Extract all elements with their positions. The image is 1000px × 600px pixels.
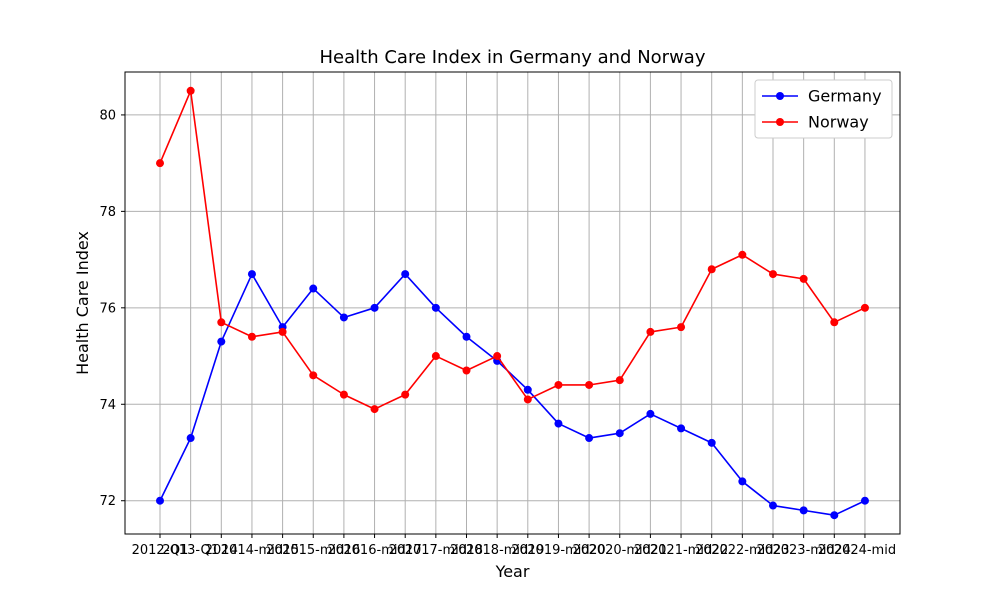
data-point-germany xyxy=(707,438,716,447)
data-point-norway xyxy=(554,380,563,389)
data-point-norway xyxy=(523,395,532,404)
data-point-norway xyxy=(370,405,379,414)
data-point-norway xyxy=(156,159,164,168)
y-tick-label: 78 xyxy=(99,205,116,220)
data-point-norway xyxy=(186,86,195,95)
data-point-norway xyxy=(830,318,839,327)
data-point-germany xyxy=(370,303,379,312)
y-tick-label: 74 xyxy=(99,398,116,413)
x-tick-label: 2015 xyxy=(266,543,299,558)
legend-marker-germany xyxy=(776,92,784,100)
data-point-norway xyxy=(738,250,747,259)
x-tick-label: 2022-mid xyxy=(711,543,773,558)
legend-marker-norway xyxy=(776,118,784,126)
data-point-norway xyxy=(677,323,686,332)
data-point-norway xyxy=(278,327,287,336)
series-line-norway xyxy=(159,90,866,410)
data-point-norway xyxy=(799,274,808,283)
x-tick-label: 2017 xyxy=(389,543,422,558)
data-point-germany xyxy=(339,313,348,322)
x-tick-label: 2018-mid xyxy=(466,543,528,558)
data-point-germany xyxy=(860,496,869,505)
data-point-germany xyxy=(401,270,410,279)
legend-items: Germany Norway xyxy=(762,87,882,132)
y-tick-label: 76 xyxy=(99,301,116,316)
x-tick-label: 2024 xyxy=(818,543,851,558)
data-point-norway xyxy=(247,332,256,341)
y-axis-ticks: 72 74 76 78 80 xyxy=(99,108,125,509)
data-point-norway xyxy=(493,352,502,361)
y-tick-label: 80 xyxy=(99,108,116,123)
data-point-norway xyxy=(431,352,440,361)
x-tick-label: 2019-mid xyxy=(527,543,589,558)
data-point-germany xyxy=(247,270,256,279)
y-tick-label: 72 xyxy=(99,494,116,509)
x-tick-label: 2017-mid xyxy=(405,543,467,558)
data-point-norway xyxy=(646,327,655,336)
data-point-norway xyxy=(769,270,777,279)
data-point-germany xyxy=(830,511,839,520)
x-tick-label: 2014 xyxy=(205,543,238,558)
data-point-germany xyxy=(799,506,808,515)
data-point-germany xyxy=(156,496,164,505)
x-tick-label: 2024-mid xyxy=(834,543,896,558)
x-tick-label: 2015-mid xyxy=(282,543,344,558)
data-point-germany xyxy=(431,303,440,312)
data-point-germany xyxy=(462,332,471,341)
data-point-germany xyxy=(677,424,686,433)
data-point-germany xyxy=(523,385,532,394)
data-point-norway xyxy=(217,318,226,327)
plot-frame xyxy=(124,71,901,535)
x-tick-label: 2014-mid xyxy=(221,543,283,558)
grid-layer xyxy=(125,72,900,534)
legend-label-germany: Germany xyxy=(808,87,882,106)
x-tick-label: 2019 xyxy=(511,543,544,558)
data-point-germany xyxy=(585,434,594,443)
data-point-germany xyxy=(554,419,563,428)
x-tick-label: 2020-mid xyxy=(589,543,651,558)
x-tick-label: 2021 xyxy=(634,543,667,558)
data-point-norway xyxy=(401,390,410,399)
series-layer xyxy=(156,86,869,520)
chart-title: Health Care Index in Germany and Norway xyxy=(320,47,706,68)
x-tick-label: 2016-mid xyxy=(343,543,405,558)
x-tick-label: 2013-Q1 xyxy=(162,543,219,558)
data-point-norway xyxy=(585,380,594,389)
data-point-norway xyxy=(860,303,869,312)
data-point-norway xyxy=(309,371,318,380)
data-point-germany xyxy=(615,429,624,438)
x-tick-label: 2023 xyxy=(756,543,789,558)
x-axis-ticks: 2012-Q12013-Q120142014-mid20152015-mid20… xyxy=(132,534,896,558)
data-point-germany xyxy=(646,409,655,418)
y-axis-label: Health Care Index xyxy=(73,231,92,375)
data-point-norway xyxy=(707,265,716,274)
data-point-germany xyxy=(309,284,318,293)
x-tick-label: 2023-mid xyxy=(772,543,834,558)
data-point-norway xyxy=(339,390,348,399)
x-tick-label: 2016 xyxy=(327,543,360,558)
data-point-germany xyxy=(738,477,747,486)
data-point-germany xyxy=(186,434,195,443)
data-point-norway xyxy=(462,366,471,375)
x-tick-label: 2022 xyxy=(695,543,728,558)
data-point-germany xyxy=(769,501,777,510)
x-tick-label: 2012-Q1 xyxy=(132,543,189,558)
x-axis-label: Year xyxy=(495,562,530,581)
x-tick-label: 2021-mid xyxy=(650,543,712,558)
data-point-norway xyxy=(615,376,624,385)
legend-box xyxy=(754,79,893,139)
x-tick-label: 2018 xyxy=(450,543,483,558)
data-point-germany xyxy=(217,337,226,346)
series-line-germany xyxy=(159,273,866,516)
x-tick-label: 2020 xyxy=(573,543,606,558)
legend-label-norway: Norway xyxy=(808,113,869,132)
legend: Germany Norway xyxy=(754,79,893,139)
